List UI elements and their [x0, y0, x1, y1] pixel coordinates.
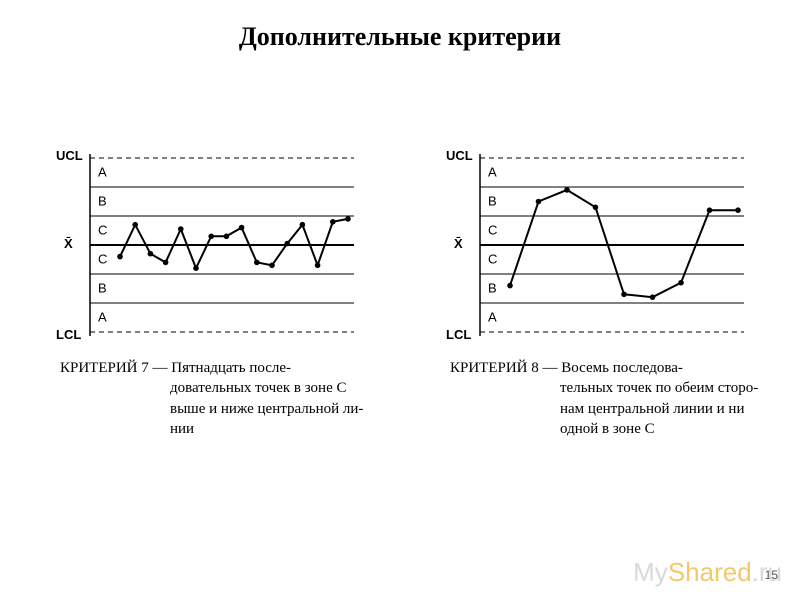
watermark: MyShared.ru	[633, 557, 782, 588]
page-title: Дополнительные критерии	[0, 22, 800, 52]
chart7-caption-first: Пятнадцать после-	[171, 360, 291, 376]
svg-text:A: A	[98, 165, 107, 180]
chart8-caption-sep: —	[539, 360, 562, 376]
svg-text:C: C	[488, 223, 497, 238]
chart7-lcl-label: LCL	[56, 327, 81, 342]
chart7-center-label: X̄	[64, 236, 73, 251]
svg-text:A: A	[488, 165, 497, 180]
svg-text:A: A	[98, 310, 107, 325]
svg-text:C: C	[98, 252, 107, 267]
watermark-accent: Shared	[668, 557, 752, 587]
chart8-center-label: X̄	[454, 236, 463, 251]
chart8-svg: ABCCBA	[440, 150, 750, 340]
chart8-lcl-label: LCL	[446, 327, 471, 342]
page: Дополнительные критерии UCL LCL X̄ ABCCB…	[0, 0, 800, 600]
svg-text:B: B	[98, 194, 107, 209]
chart7-caption-rest: довательных точек в зоне С выше и ниже ц…	[60, 378, 374, 439]
chart7-caption: КРИТЕРИЙ 7 — Пятнадцать после- довательн…	[50, 358, 380, 439]
chart7-caption-sep: —	[149, 360, 172, 376]
chart7-block: UCL LCL X̄ ABCCBA КРИТЕРИЙ 7 — Пятнадцат…	[50, 150, 380, 439]
chart7-wrap: UCL LCL X̄ ABCCBA	[50, 150, 360, 340]
chart8-caption-label: КРИТЕРИЙ 8	[450, 360, 539, 376]
svg-text:B: B	[98, 281, 107, 296]
chart8-block: UCL LCL X̄ ABCCBA КРИТЕРИЙ 8 — Восемь по…	[440, 150, 770, 439]
page-number: 15	[765, 568, 778, 582]
charts-row: UCL LCL X̄ ABCCBA КРИТЕРИЙ 7 — Пятнадцат…	[50, 150, 770, 439]
watermark-prefix: My	[633, 557, 668, 587]
svg-text:B: B	[488, 281, 497, 296]
chart8-caption-first: Восемь последова-	[561, 360, 683, 376]
svg-text:B: B	[488, 194, 497, 209]
chart8-caption: КРИТЕРИЙ 8 — Восемь последова- тельных т…	[440, 358, 770, 439]
chart8-caption-rest: тельных точек по обеим сторо- нам центра…	[450, 378, 764, 439]
chart7-svg: ABCCBA	[50, 150, 360, 340]
chart8-ucl-label: UCL	[446, 148, 473, 163]
chart8-wrap: UCL LCL X̄ ABCCBA	[440, 150, 750, 340]
svg-text:C: C	[98, 223, 107, 238]
chart7-caption-label: КРИТЕРИЙ 7	[60, 360, 149, 376]
chart7-ucl-label: UCL	[56, 148, 83, 163]
svg-text:A: A	[488, 310, 497, 325]
svg-text:C: C	[488, 252, 497, 267]
